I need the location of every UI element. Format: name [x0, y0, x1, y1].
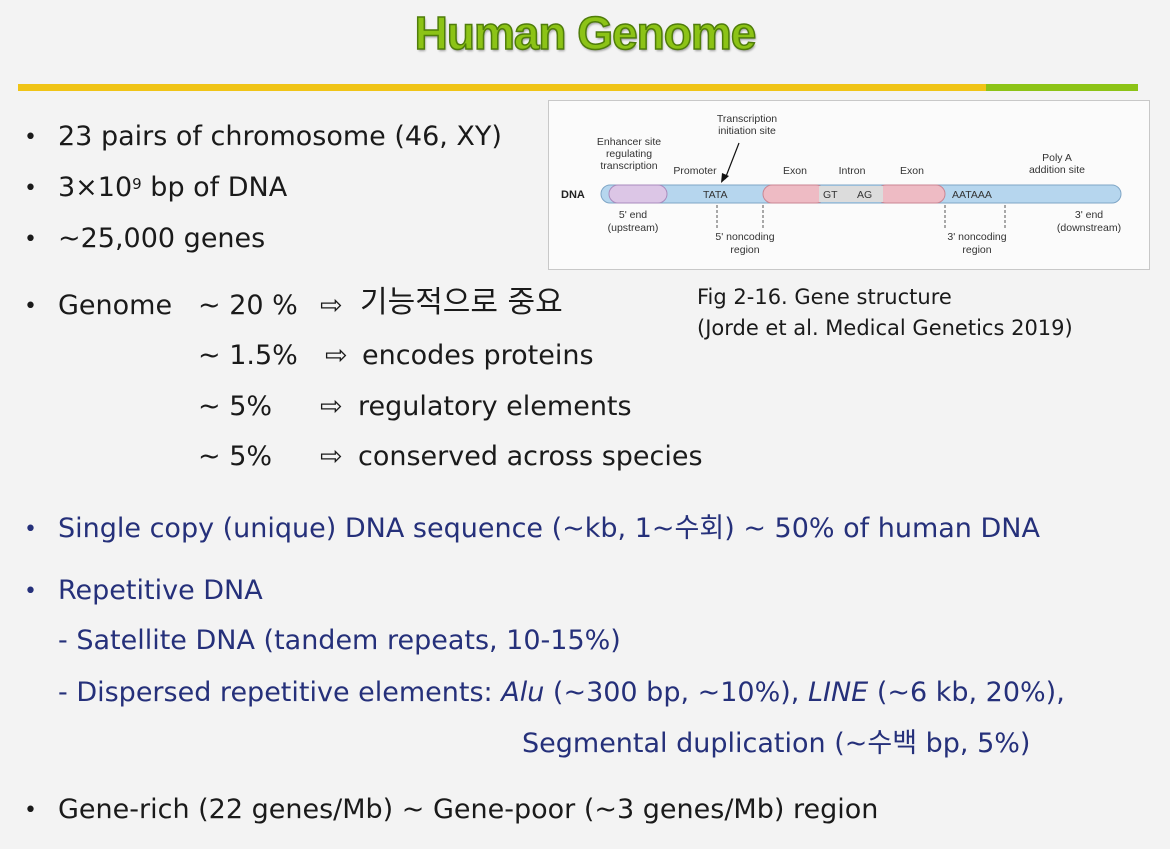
- repetitive-heading: Repetitive DNA: [58, 575, 263, 606]
- bp-exponent: 9: [132, 175, 142, 193]
- line-term: LINE: [807, 677, 869, 708]
- alu-info: (~300 bp, ~10%),: [544, 677, 808, 708]
- gene-structure-figure: Enhancer site regulating transcription P…: [548, 100, 1150, 270]
- intron-segment: [819, 186, 883, 202]
- label-dna: DNA: [561, 189, 585, 201]
- bp-base: 3×10: [58, 172, 133, 203]
- satellite-text: - Satellite DNA (tandem repeats, 10-15%): [58, 625, 621, 656]
- genome-text-3: regulatory elements: [358, 391, 632, 422]
- exon-segment-1: [762, 184, 826, 204]
- label-polya-1: Poly A: [1042, 152, 1072, 164]
- genes-text: ~25,000 genes: [58, 223, 266, 254]
- title-rule-green: [986, 84, 1138, 91]
- genome-text-1: 기능적으로 중요: [360, 285, 563, 320]
- label-enhancer-2: regulating: [606, 148, 652, 160]
- enhancer-segment: [608, 184, 668, 204]
- bullet-dot: •: [24, 227, 37, 252]
- gene-structure-diagram: Enhancer site regulating transcription P…: [561, 113, 1122, 256]
- bullet-dot: •: [24, 798, 37, 823]
- genome-pct-3: ~ 5%: [198, 391, 273, 422]
- label-gt: GT: [823, 189, 838, 201]
- bullet-dot: •: [24, 125, 37, 150]
- line-info: (~6 kb, 20%),: [868, 677, 1065, 708]
- label-3nc-2: region: [962, 244, 991, 256]
- label-ag: AG: [857, 189, 872, 201]
- dispersed-text: - Dispersed repetitive elements: Alu (~3…: [58, 676, 1065, 710]
- label-5end-2: (upstream): [608, 222, 659, 234]
- alu-term: Alu: [501, 677, 545, 708]
- title-rule-yellow: [18, 84, 986, 91]
- arrow-icon: ⇨: [320, 391, 343, 422]
- label-3nc-1: 3' noncoding: [947, 231, 1006, 243]
- arrow-icon: ⇨: [320, 441, 343, 472]
- genome-pct-2: ~ 1.5%: [198, 340, 298, 371]
- figure-caption-title: Fig 2-16. Gene structure: [697, 285, 952, 309]
- bullet-dot: •: [24, 579, 37, 604]
- dispersed-prefix: - Dispersed repetitive elements:: [58, 677, 502, 708]
- genome-text-2: encodes proteins: [362, 340, 594, 371]
- bullet-dot: •: [24, 176, 37, 201]
- label-tis-2: initiation site: [718, 125, 776, 137]
- label-aataaa: AATAAA: [952, 189, 992, 201]
- gene-rich-text: Gene-rich (22 genes/Mb) ~ Gene-poor (~3 …: [58, 794, 879, 825]
- label-enhancer-3: transcription: [600, 160, 657, 172]
- bp-unit: bp of DNA: [141, 172, 288, 203]
- genome-label: Genome: [58, 290, 173, 321]
- label-5nc-2: region: [730, 244, 759, 256]
- chromosome-text: 23 pairs of chromosome (46, XY): [58, 121, 502, 152]
- tis-arrow: [724, 142, 740, 180]
- single-copy-text: Single copy (unique) DNA sequence (~kb, …: [58, 513, 1040, 544]
- figure-caption-source: (Jorde et al. Medical Genetics 2019): [697, 316, 1073, 340]
- label-5nc-1: 5' noncoding: [715, 231, 774, 243]
- label-3end-1: 3' end: [1075, 209, 1103, 221]
- label-tis-1: Transcription: [717, 113, 777, 125]
- arrow-icon: ⇨: [320, 290, 343, 321]
- bp-text: 3×109 bp of DNA: [58, 171, 287, 205]
- label-polya-2: addition site: [1029, 164, 1085, 176]
- bullet-dot: •: [24, 294, 37, 319]
- genome-text-4: conserved across species: [358, 441, 703, 472]
- genome-pct-1: ~ 20 %: [198, 290, 298, 321]
- bullet-dot: •: [24, 517, 37, 542]
- exon-segment-2: [876, 184, 946, 204]
- label-exon-b: Exon: [900, 165, 924, 177]
- segmental-text: Segmental duplication (~수백 bp, 5%): [522, 728, 1031, 759]
- label-3end-2: (downstream): [1057, 222, 1121, 234]
- label-exon-a: Exon: [783, 165, 807, 177]
- label-promoter: Promoter: [673, 165, 717, 177]
- genome-pct-4: ~ 5%: [198, 441, 273, 472]
- label-5end-1: 5' end: [619, 209, 647, 221]
- label-tata: TATA: [703, 189, 728, 201]
- arrow-icon: ⇨: [325, 340, 348, 371]
- label-intron: Intron: [839, 165, 866, 177]
- tis-arrowhead: [721, 173, 729, 183]
- slide-title: Human Genome: [414, 6, 757, 60]
- label-enhancer-1: Enhancer site: [597, 136, 661, 148]
